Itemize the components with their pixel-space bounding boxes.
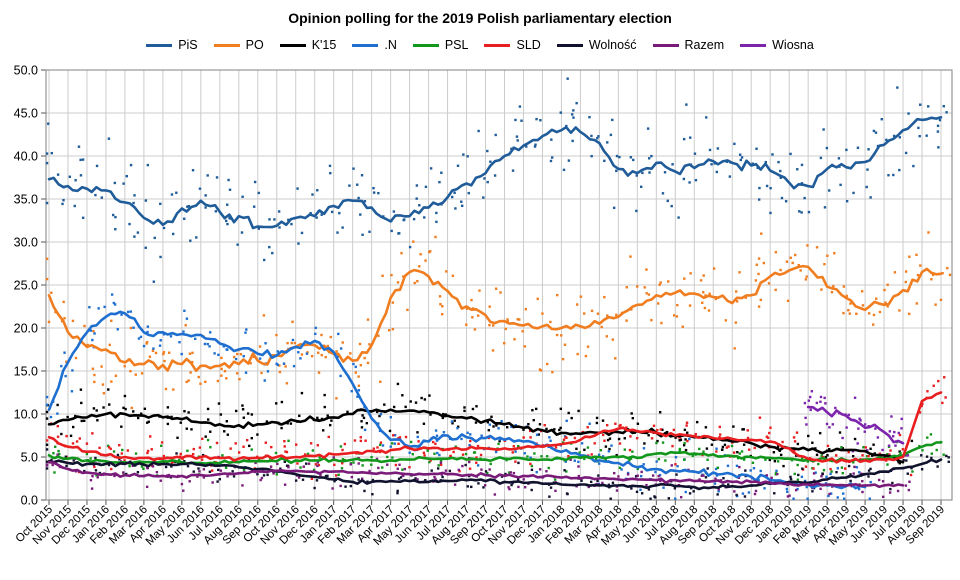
y-tick-label: 5.0	[21, 451, 38, 465]
y-tick-label: 40.0	[14, 150, 38, 164]
series-line-wiosna	[806, 405, 905, 445]
legend-swatch-pis	[146, 43, 173, 47]
legend-swatch-wolno	[556, 43, 583, 47]
legend-swatch-n	[352, 43, 379, 47]
series-line-psl	[47, 441, 943, 465]
legend-item-razem: Razem	[652, 38, 725, 52]
legend-label-razem: Razem	[684, 38, 725, 52]
series-line-pis	[47, 116, 943, 230]
legend-swatch-razem	[652, 43, 679, 47]
y-tick-label: 45.0	[14, 107, 38, 121]
series-line-razem	[47, 460, 905, 489]
legend-label-wolno: Wolność	[588, 38, 637, 52]
legend-label-psl: PSL	[444, 38, 469, 52]
grid	[46, 69, 952, 501]
y-tick-label: 15.0	[14, 365, 38, 379]
series-line-n	[47, 310, 867, 490]
y-tick-label: 25.0	[14, 279, 38, 293]
legend-item-pis: PiS	[146, 38, 198, 52]
legend-item-po: PO	[213, 38, 264, 52]
legend-label-wiosna: Wiosna	[772, 38, 814, 52]
legend-swatch-k-15	[279, 43, 306, 47]
series-line-po	[47, 264, 943, 373]
legend-item-k-15: K'15	[279, 38, 337, 52]
legend-swatch-wiosna	[740, 43, 767, 47]
series-line-k-15	[47, 408, 905, 464]
series-scatter-wiosna	[803, 390, 910, 458]
legend-item-wiosna: Wiosna	[740, 38, 814, 52]
plot-border	[45, 69, 953, 501]
y-tick-label: 30.0	[14, 236, 38, 250]
series-line-wolno	[47, 458, 943, 491]
y-tick-label: 35.0	[14, 193, 38, 207]
y-tick-label: 0.0	[21, 494, 38, 508]
legend-swatch-sld	[484, 43, 511, 47]
legend-label-sld: SLD	[516, 38, 541, 52]
series-scatter-po	[45, 231, 952, 410]
legend-label-pis: PiS	[178, 38, 198, 52]
y-tick-label: 10.0	[14, 408, 38, 422]
legend-label-po: PO	[245, 38, 264, 52]
legend-item-n: .N	[352, 38, 397, 52]
legend-swatch-psl	[412, 43, 439, 47]
legend-label-n: .N	[384, 38, 397, 52]
legend-label-k-15: K'15	[311, 38, 337, 52]
series-scatter-pis	[45, 77, 948, 283]
y-tick-label: 50.0	[14, 64, 38, 78]
chart-legend: PiS PO K'15 .N PSL SLD Wolność Razem Wiosna	[0, 38, 960, 52]
y-tick-label: 20.0	[14, 322, 38, 336]
series-line-sld	[47, 391, 943, 464]
legend-swatch-po	[213, 43, 240, 47]
legend-item-wolno: Wolność	[556, 38, 637, 52]
legend-item-sld: SLD	[484, 38, 541, 52]
legend-item-psl: PSL	[412, 38, 469, 52]
chart-title: Opinion polling for the 2019 Polish parl…	[288, 10, 672, 26]
